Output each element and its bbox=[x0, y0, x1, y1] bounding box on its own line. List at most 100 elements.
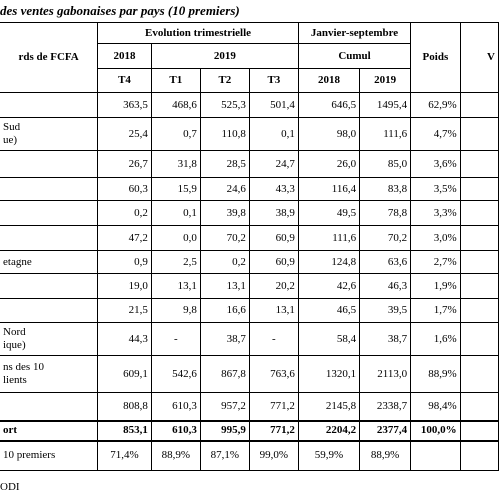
cell: - bbox=[150, 322, 201, 356]
table-row: etagne 0,9 2,5 0,2 60,9 124,8 63,6 2,7% bbox=[0, 250, 500, 274]
cell: 43,3 bbox=[248, 177, 299, 201]
cell: - bbox=[248, 322, 299, 356]
row-label bbox=[0, 200, 99, 226]
cut-cell bbox=[459, 92, 500, 118]
table-row: 808,8 610,3 957,2 771,2 2145,8 2338,7 98,4% bbox=[0, 392, 500, 421]
cell: 19,0 bbox=[97, 273, 152, 299]
cumul-header: Cumul bbox=[297, 43, 412, 69]
cell: 88,9% bbox=[410, 355, 461, 393]
cell: 3,0% bbox=[410, 225, 461, 251]
cell: 2377,4 bbox=[359, 419, 412, 442]
cell: 771,2 bbox=[248, 419, 299, 442]
cell: 0,2 bbox=[199, 250, 250, 274]
table-row: Sud ue) 25,4 0,7 110,8 0,1 98,0 111,6 4,7% bbox=[0, 117, 500, 151]
cell: 3,6% bbox=[410, 150, 461, 178]
cell: 98,0 bbox=[297, 117, 361, 151]
cut-cell bbox=[459, 177, 500, 201]
weight-header: Poids bbox=[410, 22, 461, 93]
cell: 100,0% bbox=[410, 419, 461, 442]
cell: 771,2 bbox=[248, 392, 299, 421]
cell: 0,7 bbox=[150, 117, 201, 151]
table-row: 60,3 15,9 24,6 43,3 116,4 83,8 3,5% bbox=[0, 177, 500, 201]
cell: 995,9 bbox=[199, 419, 250, 442]
cut-cell bbox=[459, 419, 500, 442]
table-row: 19,0 13,1 13,1 20,2 42,6 46,3 1,9% bbox=[0, 273, 500, 299]
cell: 49,5 bbox=[297, 200, 361, 226]
cut-cell bbox=[459, 322, 500, 356]
cell: 26,0 bbox=[297, 150, 361, 178]
cell: 42,6 bbox=[297, 273, 361, 299]
cell: 853,1 bbox=[97, 419, 152, 442]
row-label: ort bbox=[0, 419, 99, 442]
cut-cell bbox=[459, 200, 500, 226]
table-row: 10 premiers 71,4% 88,9% 87,1% 99,0% 59,9% 88,9… bbox=[0, 440, 500, 471]
cell: 501,4 bbox=[248, 92, 299, 118]
cell: 867,8 bbox=[199, 355, 250, 393]
cut-cell bbox=[459, 117, 500, 151]
sales-table: rds de FCFA Evolution trimestrielle Janv… bbox=[0, 22, 500, 471]
table-row: 0,2 0,1 39,8 38,9 49,5 78,8 3,3% bbox=[0, 200, 500, 226]
cell: 83,8 bbox=[359, 177, 412, 201]
cut-header: V bbox=[459, 22, 500, 93]
cumul-year-header: 2018 bbox=[297, 68, 361, 93]
cell: 63,6 bbox=[359, 250, 412, 274]
cut-cell bbox=[459, 298, 500, 323]
cell: 116,4 bbox=[297, 177, 361, 201]
cell: 24,7 bbox=[248, 150, 299, 178]
cell: 46,3 bbox=[359, 273, 412, 299]
cell: 13,1 bbox=[199, 273, 250, 299]
cell: 1,9% bbox=[410, 273, 461, 299]
cell: 124,8 bbox=[297, 250, 361, 274]
cell: 87,1% bbox=[199, 440, 250, 471]
cell: 9,8 bbox=[150, 298, 201, 323]
cell: 16,6 bbox=[199, 298, 250, 323]
cell: 763,6 bbox=[248, 355, 299, 393]
cell: 2,7% bbox=[410, 250, 461, 274]
cell: 609,1 bbox=[97, 355, 152, 393]
subheader-row: T4 T1 T2 T3 2018 2019 bbox=[0, 68, 499, 93]
row-label bbox=[0, 92, 99, 118]
cell: 85,0 bbox=[359, 150, 412, 178]
quarter-header: T4 bbox=[97, 68, 152, 93]
evolution-header: Evolution trimestrielle bbox=[97, 22, 299, 44]
cell: 1495,4 bbox=[359, 92, 412, 118]
cell: 70,2 bbox=[359, 225, 412, 251]
cell: 38,7 bbox=[359, 322, 412, 356]
cell: 60,3 bbox=[97, 177, 152, 201]
cell: 60,9 bbox=[248, 225, 299, 251]
table-row: 21,5 9,8 16,6 13,1 46,5 39,5 1,7% bbox=[0, 298, 500, 323]
year-header: 2018 bbox=[97, 43, 152, 69]
cell: 47,2 bbox=[97, 225, 152, 251]
cell: 44,3 bbox=[97, 322, 152, 356]
cell: 0,0 bbox=[150, 225, 201, 251]
cell: 21,5 bbox=[97, 298, 152, 323]
cell: 59,9% bbox=[297, 440, 361, 471]
table-row: ort 853,1 610,3 995,9 771,2 2204,2 2377,4 100,0… bbox=[0, 419, 500, 442]
row-label: 10 premiers bbox=[0, 440, 99, 471]
table-row: ns des 10 lients 609,1 542,6 867,8 763,6 1320… bbox=[0, 355, 500, 393]
cell: 2338,7 bbox=[359, 392, 412, 421]
cell bbox=[410, 440, 461, 471]
cell: 0,1 bbox=[150, 200, 201, 226]
table-row: 26,7 31,8 28,5 24,7 26,0 85,0 3,6% bbox=[0, 150, 500, 178]
row-label bbox=[0, 273, 99, 299]
cell: 4,7% bbox=[410, 117, 461, 151]
cell: 2113,0 bbox=[359, 355, 412, 393]
cell: 31,8 bbox=[150, 150, 201, 178]
year-header: 2019 bbox=[150, 43, 299, 69]
period-header: Janvier-septembre bbox=[297, 22, 412, 44]
cut-cell bbox=[459, 440, 500, 471]
row-label: ns des 10 lients bbox=[0, 355, 99, 393]
cell: 28,5 bbox=[199, 150, 250, 178]
cell: 2204,2 bbox=[297, 419, 361, 442]
cell: 39,5 bbox=[359, 298, 412, 323]
cell: 39,8 bbox=[199, 200, 250, 226]
table-body: 363,5 468,6 525,3 501,4 646,5 1495,4 62,9% Sud … bbox=[0, 92, 500, 471]
cut-cell bbox=[459, 273, 500, 299]
cell: 1320,1 bbox=[297, 355, 361, 393]
cell: 111,6 bbox=[297, 225, 361, 251]
row-label: etagne bbox=[0, 250, 99, 274]
cell: 646,5 bbox=[297, 92, 361, 118]
cell: 2,5 bbox=[150, 250, 201, 274]
